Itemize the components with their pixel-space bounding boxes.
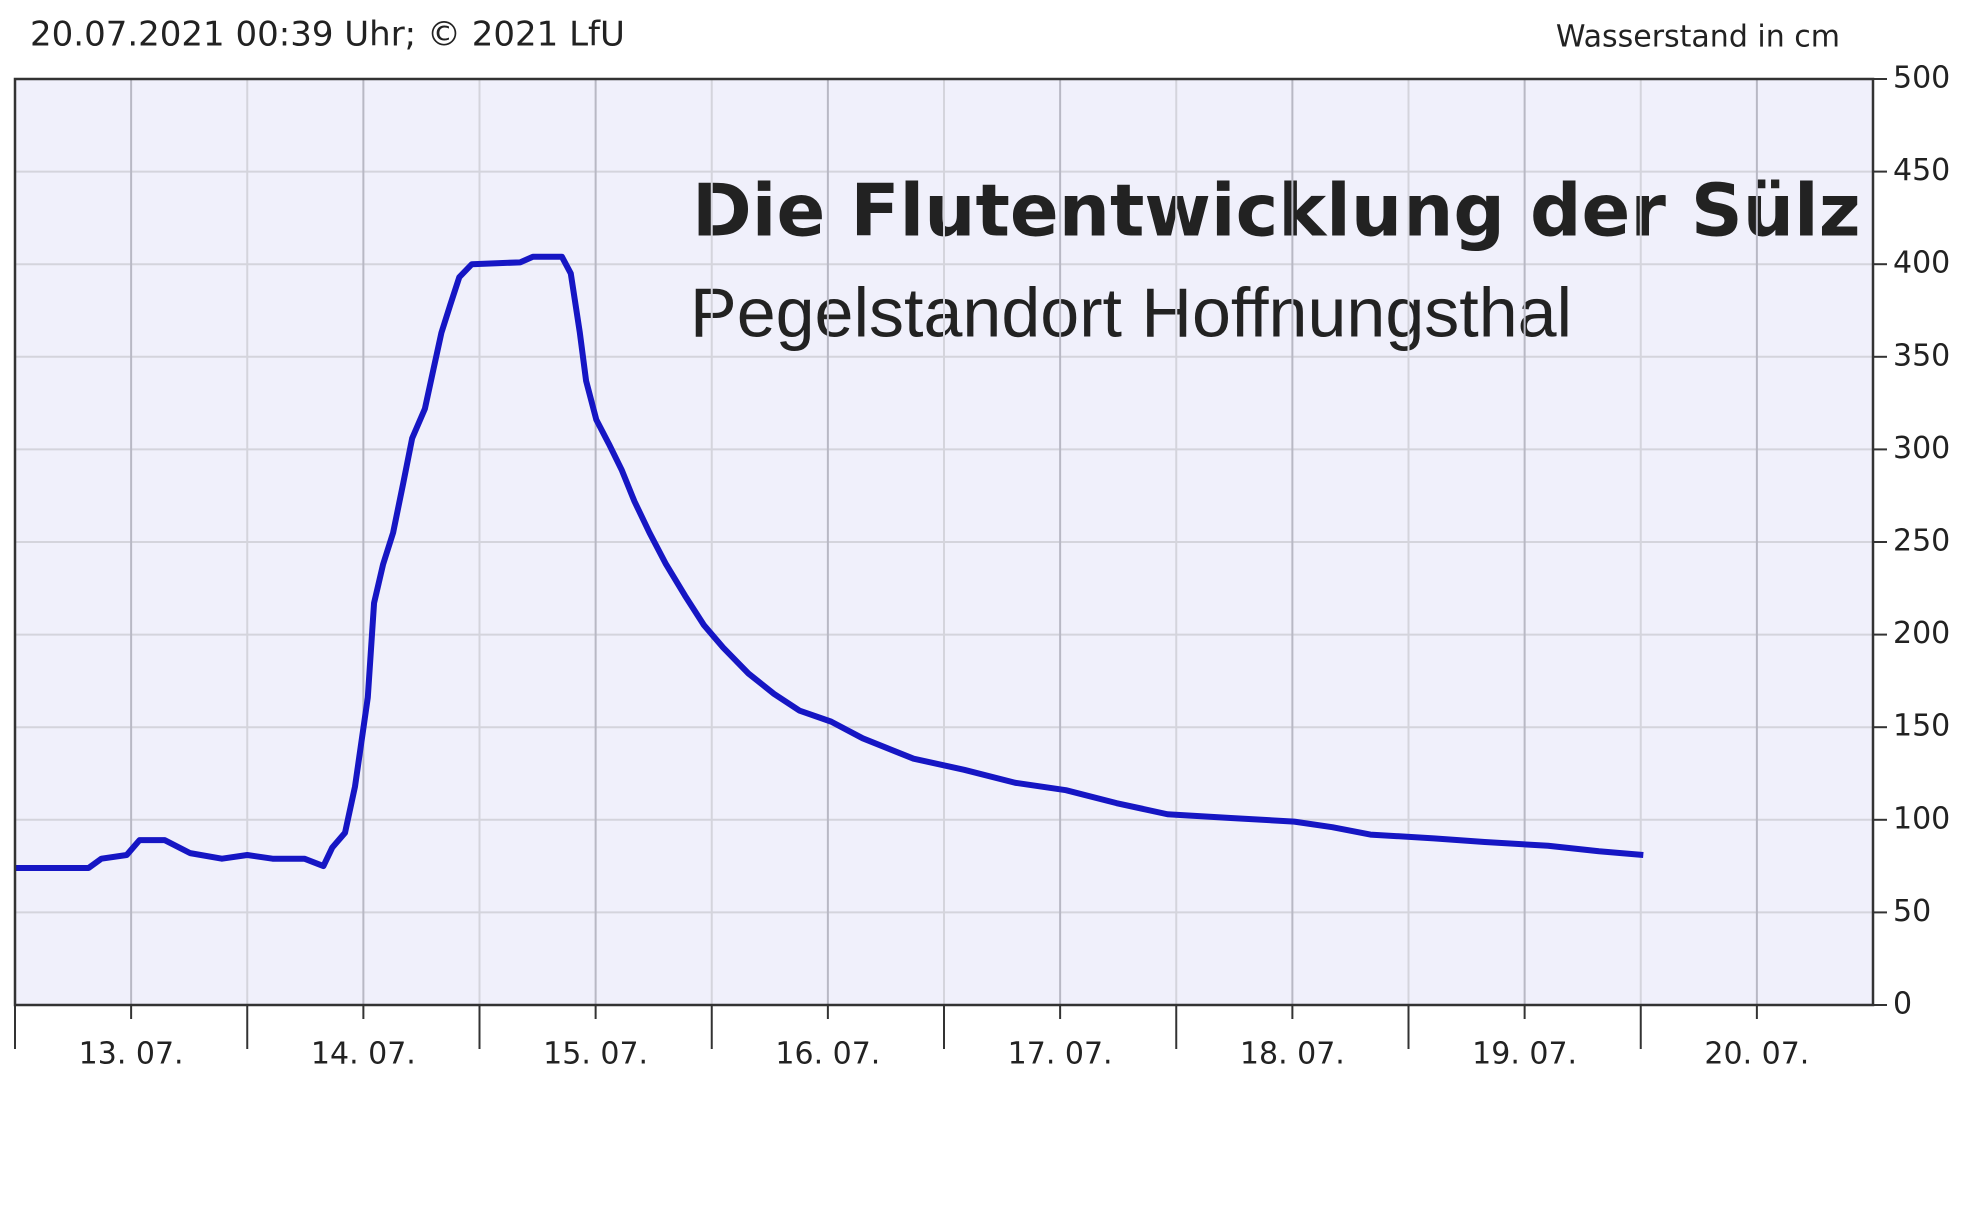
x-tick-label: 14. 07.: [311, 1037, 416, 1072]
x-tick-label: 16. 07.: [775, 1037, 880, 1072]
x-tick-label: 13. 07.: [79, 1037, 184, 1072]
y-tick-label: 100: [1893, 801, 1950, 836]
chart-title: Die Flutentwicklung der Sülz: [692, 169, 1861, 253]
plot-frame: [13, 77, 1875, 1007]
y-tick-label: 350: [1893, 338, 1950, 373]
y-tick-label: 450: [1893, 153, 1950, 188]
y-tick-label: 50: [1893, 894, 1931, 929]
x-tick-label: 18. 07.: [1240, 1037, 1345, 1072]
x-tick-label: 15. 07.: [543, 1037, 648, 1072]
y-tick-label: 300: [1893, 431, 1950, 466]
y-tick-label: 500: [1893, 61, 1950, 96]
chart-subtitle: Pegelstandort Hoffnungsthal: [690, 273, 1572, 351]
x-tick-label: 17. 07.: [1008, 1037, 1113, 1072]
y-axis-label: Wasserstand in cm: [1556, 20, 1840, 55]
series-line: [15, 253, 1644, 871]
y-tick-label: 400: [1893, 246, 1950, 281]
x-tick-label: 19. 07.: [1472, 1037, 1577, 1072]
y-tick-label: 250: [1893, 524, 1950, 559]
marks: [15, 253, 1644, 871]
y-tick-label: 150: [1893, 709, 1950, 744]
y-tick-label: 0: [1893, 987, 1912, 1022]
header: 20.07.2021 00:39 Uhr; © 2021 LfU: [30, 15, 625, 55]
y-tick-label: 200: [1893, 616, 1950, 651]
x-tick-label: 20. 07.: [1704, 1037, 1809, 1072]
